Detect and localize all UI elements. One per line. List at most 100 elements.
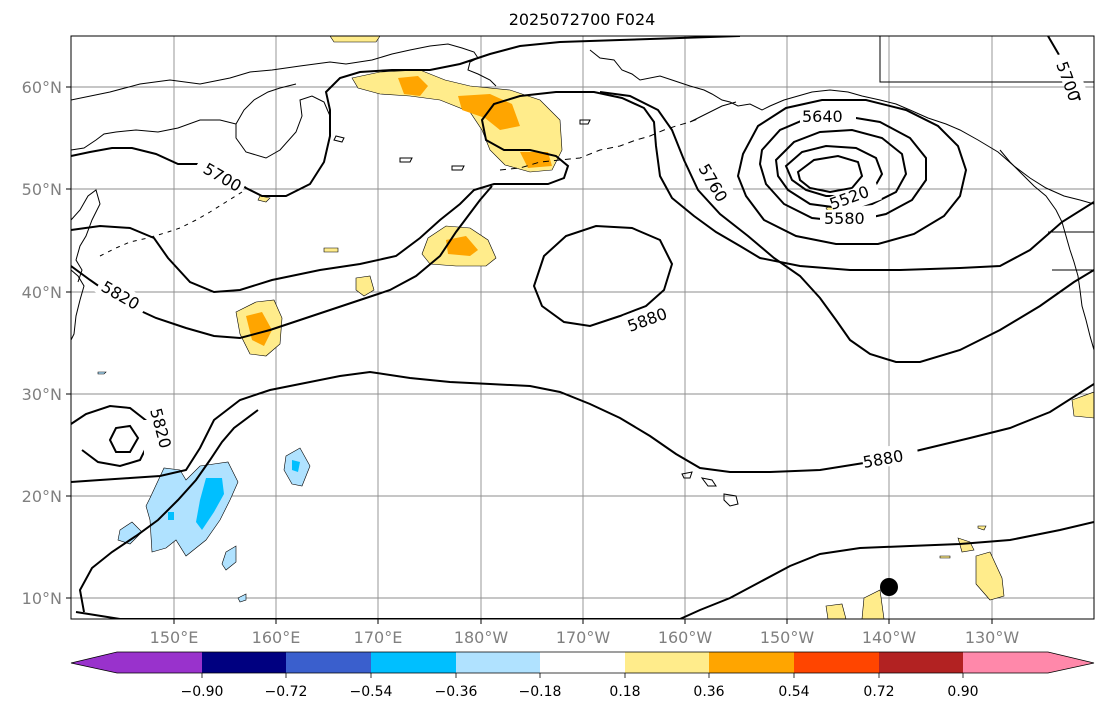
coastline-alaska — [589, 49, 1094, 205]
coastline-bc-coast — [999, 149, 1094, 351]
colorbar-outline — [70, 651, 1095, 674]
colorbar-tick-label: 0.18 — [609, 684, 640, 700]
coastline-small-island-1 — [333, 135, 345, 143]
contour-5820-east — [599, 91, 1094, 363]
lat-label: 10°N — [22, 589, 62, 608]
colorbar-tick-label: 0.72 — [863, 684, 894, 700]
anomaly-area-east-6 — [825, 603, 847, 619]
colorbar-extend-left — [71, 652, 117, 673]
lat-label: 20°N — [22, 487, 62, 506]
contour-5560-ring — [784, 144, 884, 197]
anomaly-core-north-pacific — [446, 236, 478, 256]
anomaly-area-top — [329, 36, 381, 43]
anomaly-area-small-1 — [355, 275, 375, 297]
border-alaska-canada — [879, 36, 1094, 83]
coastline-aleutians — [499, 117, 701, 171]
colorbar-tick-label: −0.36 — [435, 684, 478, 700]
colorbar: −0.90 −0.72 −0.54 −0.36 −0.18 0.18 0.36 … — [70, 651, 1095, 700]
colorbar-tick-label: 0.90 — [947, 684, 978, 700]
colorbar-segment — [371, 652, 457, 673]
anomaly-area-east-1 — [1071, 391, 1094, 419]
contour-label: 5640 — [802, 107, 843, 126]
colorbar-tick-label: −0.18 — [519, 684, 562, 700]
coastline-small-island-3 — [451, 165, 465, 171]
contour-5520-ring — [796, 154, 864, 194]
colorbar-segment — [540, 652, 626, 673]
anomaly-area-small-3 — [257, 195, 271, 203]
anomaly-core-bering-3 — [520, 152, 552, 168]
lon-label: 160°E — [252, 628, 301, 647]
cyclone-center-marker — [880, 578, 898, 596]
contour-small-ring — [108, 424, 140, 453]
colorbar-segment — [117, 652, 203, 673]
contour-5640-ring — [736, 99, 968, 245]
plot-area — [71, 36, 1094, 619]
anomaly-core-bering-1 — [398, 76, 428, 96]
anomaly-area-east-4 — [977, 525, 987, 531]
coastline-sakhalin-japan — [71, 189, 101, 283]
contour-5900-south — [75, 521, 1094, 619]
lon-label: 130°W — [965, 628, 1020, 647]
lat-label: 50°N — [22, 180, 62, 199]
lat-label: 30°N — [22, 385, 62, 404]
anomaly-area-east-3 — [957, 537, 975, 553]
coastline-hawaii-2 — [700, 477, 717, 487]
longitude-labels: 150°E 160°E 170°E 180°W 170°W 160°W 150°… — [150, 628, 1020, 647]
lon-label: 150°E — [150, 628, 199, 647]
colorbar-tick-label: −0.54 — [350, 684, 393, 700]
contour-5760 — [71, 91, 1094, 294]
coastline-alaska-peninsula — [689, 101, 737, 123]
anomaly-area-east-7 — [939, 555, 951, 559]
coastlines — [71, 36, 1094, 507]
colorbar-segment — [286, 652, 372, 673]
lon-label: 160°W — [658, 628, 713, 647]
negative-anomaly-shading — [97, 371, 311, 603]
lon-label: 180°W — [454, 628, 509, 647]
colorbar-segment — [963, 652, 1049, 673]
colorbar-segment — [456, 652, 542, 673]
colorbar-segment — [709, 652, 795, 673]
lat-label: 40°N — [22, 283, 62, 302]
anomaly-area-east-5 — [861, 589, 885, 619]
coastline-siberia — [71, 43, 497, 101]
anomaly-area-small-blue-5 — [97, 371, 107, 375]
coastline-japan-2 — [71, 269, 85, 341]
coastline-small-island-2 — [399, 157, 413, 163]
colorbar-segment — [794, 652, 880, 673]
colorbar-tick-label: 0.36 — [693, 684, 724, 700]
coastline-hawaii-1 — [681, 471, 693, 479]
lon-label: 170°E — [354, 628, 403, 647]
colorbar-tick-label: −0.90 — [181, 684, 224, 700]
lon-label: 150°W — [760, 628, 815, 647]
contour-5700-west — [71, 36, 741, 197]
latitude-labels: 60°N 50°N 40°N 30°N 20°N 10°N — [22, 78, 62, 608]
map-title: 2025072700 F024 — [509, 10, 656, 29]
lat-label: 60°N — [22, 78, 62, 97]
coastline-hawaii-3 — [723, 493, 739, 507]
anomaly-core-small-blue-1 — [292, 460, 300, 472]
anomaly-core-west-pacific-1 — [196, 478, 224, 530]
axis-ticks — [66, 86, 993, 624]
coastline-small-island-4 — [579, 119, 591, 125]
colorbar-tick-label: −0.72 — [265, 684, 308, 700]
colorbar-segment — [202, 652, 288, 673]
anomaly-core-west-pacific-2 — [168, 512, 174, 520]
lon-label: 140°W — [862, 628, 917, 647]
anomaly-area-bering — [351, 69, 563, 173]
coastline-kamchatka — [235, 83, 297, 125]
contour-5880-high — [532, 224, 674, 328]
contour-5900 — [78, 409, 259, 613]
contour-label: 5580 — [824, 209, 865, 228]
anomaly-area-small-blue-4 — [237, 593, 247, 603]
colorbar-segment — [879, 652, 965, 673]
anomaly-area-east-2 — [975, 551, 1005, 601]
colorbar-segment — [625, 652, 711, 673]
anomaly-core-kuril — [246, 312, 272, 346]
contour-5580-ring — [774, 128, 908, 210]
anomaly-area-small-blue-3 — [221, 545, 237, 571]
coastline-kuril — [99, 191, 243, 257]
colorbar-extend-right — [1048, 652, 1094, 673]
lon-label: 170°W — [556, 628, 611, 647]
contour-labels: 5700 5700 5640 5760 5520 5580 5820 5880 … — [94, 49, 1087, 472]
anomaly-area-small-2 — [323, 247, 339, 253]
